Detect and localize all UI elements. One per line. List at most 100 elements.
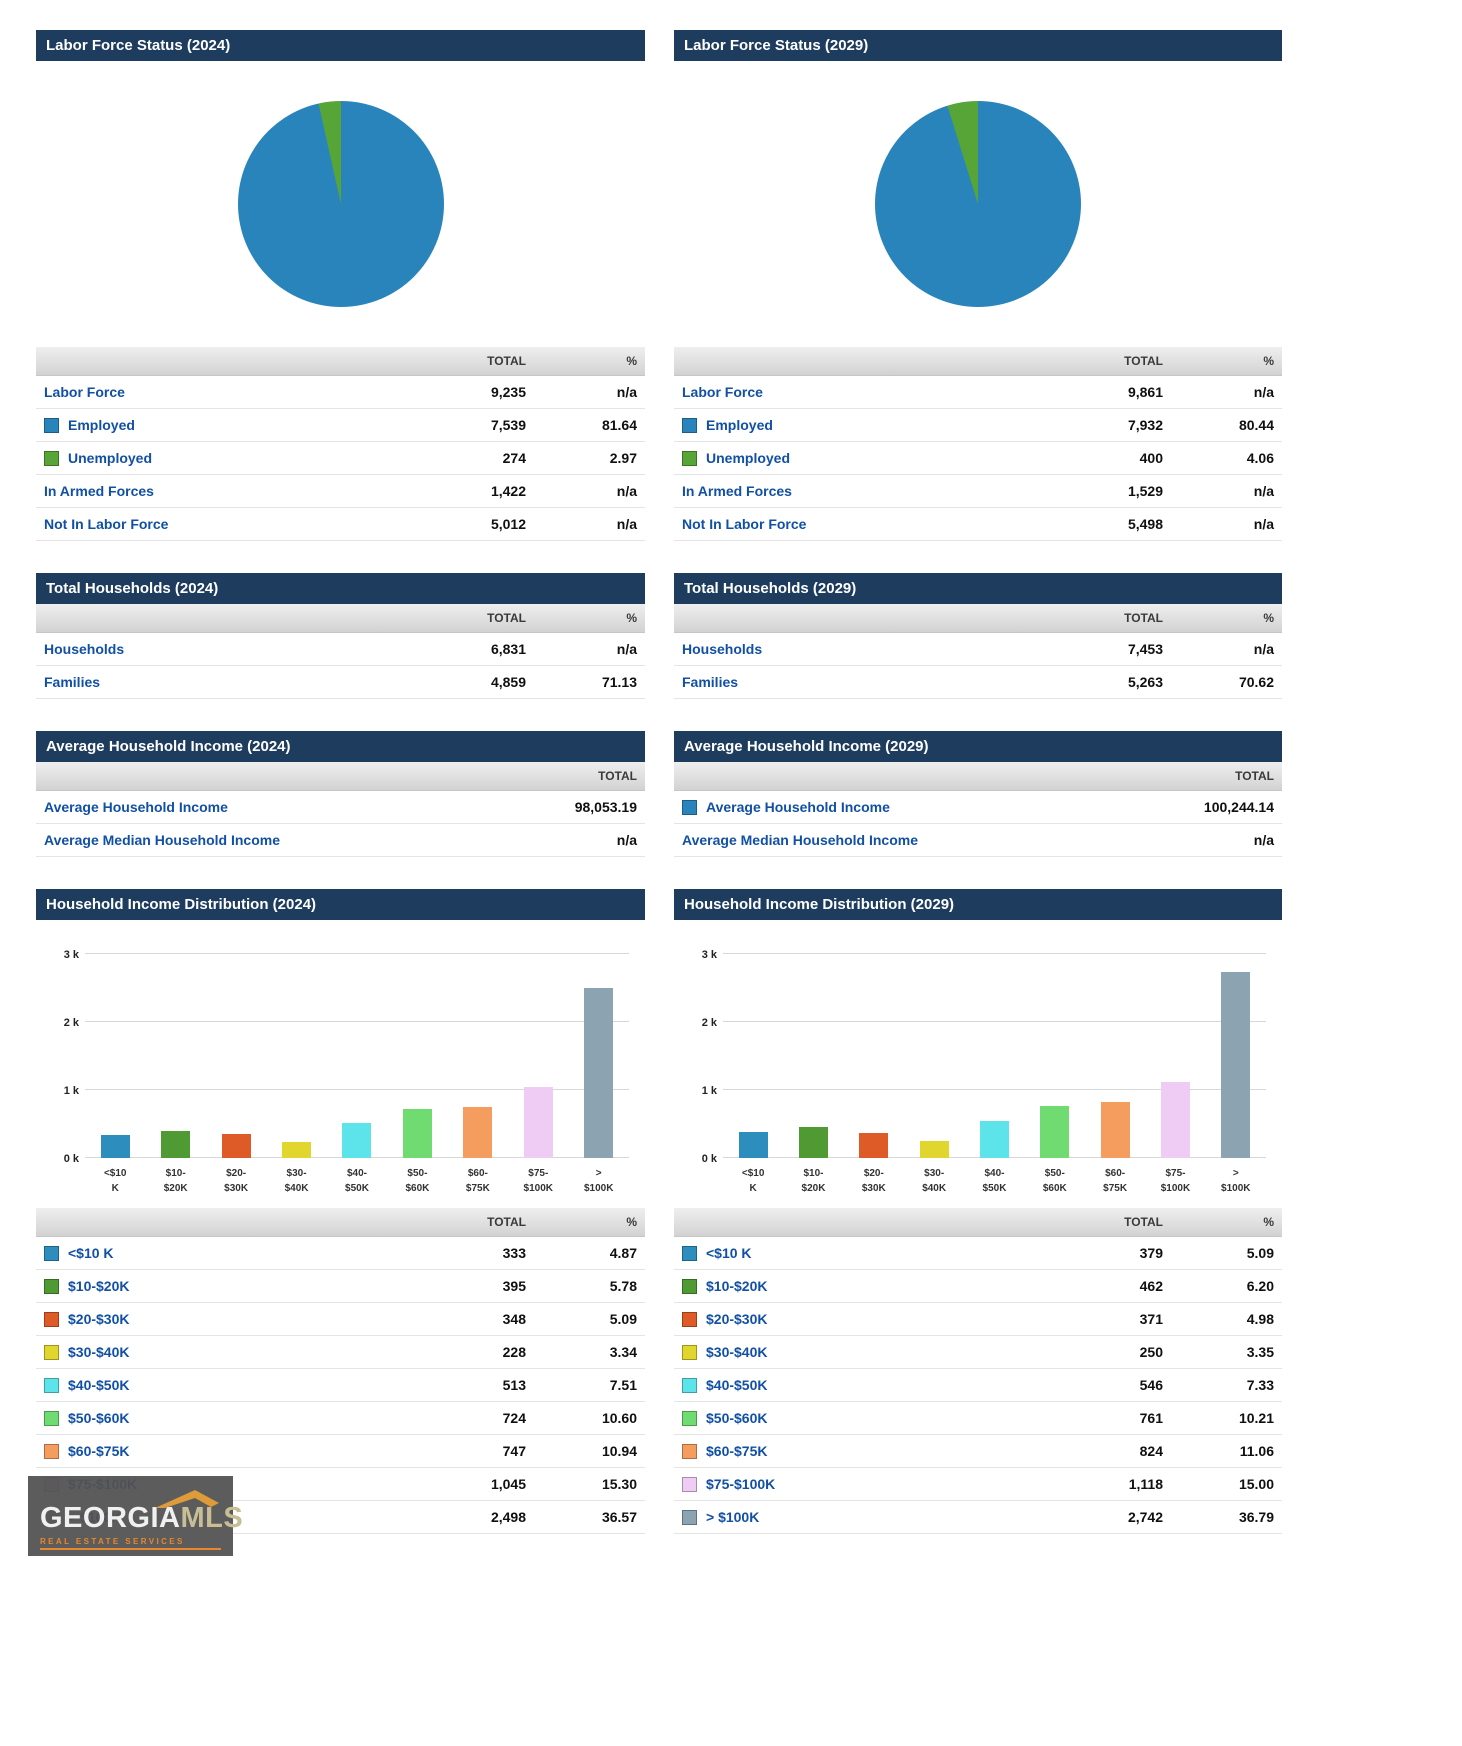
logo-wordmark: GEORGIA MLS bbox=[40, 1490, 243, 1534]
bar-slot bbox=[327, 1123, 387, 1158]
total-value: 228 bbox=[502, 1344, 526, 1360]
x-axis-tick-label: $40- $50K bbox=[982, 1168, 1007, 1194]
row-label-cell: $75-$100K bbox=[674, 1476, 1043, 1492]
legend-swatch bbox=[44, 1245, 59, 1261]
gridline bbox=[723, 953, 1266, 954]
legend-swatch bbox=[44, 1278, 59, 1294]
table-row: Employed 7,539 81.64 bbox=[36, 409, 645, 442]
bar-slot bbox=[1025, 1106, 1085, 1158]
bar bbox=[100, 1135, 130, 1158]
legend-swatch bbox=[682, 450, 697, 466]
table-row: > $100K 2,742 36.79 bbox=[674, 1501, 1282, 1534]
total-value: 2,498 bbox=[490, 1509, 526, 1525]
bar-slot bbox=[1145, 1082, 1205, 1158]
total-value: 371 bbox=[1139, 1311, 1163, 1327]
percent-value: 10.94 bbox=[601, 1443, 637, 1459]
bar bbox=[342, 1123, 372, 1158]
y-axis-tick-label: 2 k bbox=[701, 1017, 717, 1029]
table-header-row: TOTAL% bbox=[36, 1208, 645, 1237]
total-column-header: TOTAL bbox=[598, 769, 637, 783]
table-row: Average Median Household Income n/a bbox=[674, 824, 1282, 857]
row-label: Unemployed bbox=[706, 450, 791, 466]
row-label: $75-$100K bbox=[706, 1476, 776, 1492]
roof-icon bbox=[155, 1490, 219, 1508]
panel-total-households-2029: Total Households (2029) TOTAL% Households… bbox=[674, 573, 1282, 699]
total-value: 274 bbox=[502, 450, 526, 466]
bars-group bbox=[85, 954, 629, 1158]
table-row: Labor Force 9,235 n/a bbox=[36, 376, 645, 409]
bar bbox=[798, 1127, 828, 1158]
average-income-table-2024: TOTAL Average Household Income 98,053.19 Av… bbox=[36, 762, 645, 857]
bar-slot bbox=[783, 1127, 843, 1158]
x-axis-tick-label: $10- $20K bbox=[163, 1168, 188, 1194]
table-row: $40-$50K 513 7.51 bbox=[36, 1369, 645, 1402]
row-label-cell: $50-$60K bbox=[674, 1410, 1043, 1426]
bar bbox=[859, 1133, 889, 1158]
panel-title: Labor Force Status (2024) bbox=[46, 37, 231, 54]
table-row: Average Household Income 98,053.19 bbox=[36, 791, 645, 824]
row-label: Average Median Household Income bbox=[682, 832, 918, 848]
percent-value: 5.09 bbox=[1246, 1245, 1274, 1261]
panel-title-bar: Household Income Distribution (2024) bbox=[36, 889, 645, 920]
row-label: <$10 K bbox=[706, 1245, 752, 1261]
total-value: 5,498 bbox=[1127, 516, 1163, 532]
panel-labor-force-status-2029: Labor Force Status (2029) TOTAL% Labor Fo… bbox=[674, 30, 1282, 541]
percent-column-header: % bbox=[1263, 354, 1274, 368]
total-value: 9,235 bbox=[490, 384, 526, 400]
bar bbox=[282, 1142, 312, 1158]
table-header-row: TOTAL% bbox=[674, 1208, 1282, 1237]
table-header-row: TOTAL% bbox=[36, 604, 645, 633]
table-row: <$10 K 379 5.09 bbox=[674, 1237, 1282, 1270]
bar bbox=[919, 1141, 949, 1158]
georgia-mls-logo: GEORGIA MLS REAL ESTATE SERVICES bbox=[28, 1476, 243, 1556]
row-label: Average Household Income bbox=[706, 799, 890, 815]
percent-value: 7.33 bbox=[1246, 1377, 1274, 1393]
bar bbox=[1040, 1106, 1070, 1158]
legend-swatch bbox=[44, 450, 59, 466]
bar-slot bbox=[266, 1142, 326, 1158]
percent-value: n/a bbox=[1253, 641, 1274, 657]
percent-value: 10.21 bbox=[1238, 1410, 1274, 1426]
table-row: $75-$100K 1,118 15.00 bbox=[674, 1468, 1282, 1501]
legend-swatch bbox=[682, 1344, 697, 1360]
legend-swatch bbox=[44, 1344, 59, 1360]
panel-total-households-2024: Total Households (2024) TOTAL% Households… bbox=[36, 573, 645, 699]
row-label: $60-$75K bbox=[706, 1443, 768, 1459]
x-axis-tick-label: <$10 K bbox=[103, 1168, 127, 1194]
logo-tagline: REAL ESTATE SERVICES bbox=[40, 1537, 221, 1550]
x-axis-tick-label: $75- $100K bbox=[1160, 1168, 1191, 1194]
row-label-cell: $40-$50K bbox=[36, 1377, 406, 1393]
percent-value: 80.44 bbox=[1238, 417, 1274, 433]
row-label: Not In Labor Force bbox=[682, 516, 807, 532]
total-value: 100,244.14 bbox=[1203, 799, 1274, 815]
percent-value: 4.98 bbox=[1246, 1311, 1274, 1327]
gridline bbox=[723, 1021, 1266, 1022]
percent-value: n/a bbox=[616, 641, 637, 657]
panel-title: Labor Force Status (2029) bbox=[684, 37, 869, 54]
x-axis-tick-label: $50- $60K bbox=[405, 1168, 430, 1194]
percent-column-header: % bbox=[626, 1215, 637, 1229]
panel-title-bar: Labor Force Status (2029) bbox=[674, 30, 1282, 61]
logo-text-georgia: GEORGIA bbox=[40, 1502, 181, 1534]
y-axis-tick-label: 1 k bbox=[63, 1085, 79, 1097]
legend-swatch bbox=[682, 1245, 697, 1261]
percent-value: n/a bbox=[1253, 516, 1274, 532]
percent-value: 71.13 bbox=[601, 674, 637, 690]
table-row: $50-$60K 761 10.21 bbox=[674, 1402, 1282, 1435]
bar-slot bbox=[723, 1132, 783, 1158]
legend-swatch bbox=[682, 1311, 697, 1327]
bar bbox=[402, 1109, 432, 1158]
row-label-cell: Average Median Household Income bbox=[36, 832, 406, 848]
table-row: $20-$30K 348 5.09 bbox=[36, 1303, 645, 1336]
panel-average-household-income-2024: Average Household Income (2024) TOTAL Ave… bbox=[36, 731, 645, 857]
total-column-header: TOTAL bbox=[1124, 1215, 1163, 1229]
bar bbox=[1160, 1082, 1190, 1158]
legend-swatch bbox=[682, 1443, 697, 1459]
total-value: 7,932 bbox=[1127, 417, 1163, 433]
table-row: $30-$40K 250 3.35 bbox=[674, 1336, 1282, 1369]
table-row: Not In Labor Force 5,012 n/a bbox=[36, 508, 645, 541]
percent-value: 70.62 bbox=[1238, 674, 1274, 690]
x-axis-tick-label: $50- $60K bbox=[1042, 1168, 1067, 1194]
x-axis-tick-label: $30- $40K bbox=[284, 1168, 309, 1194]
total-value: 6,831 bbox=[490, 641, 526, 657]
